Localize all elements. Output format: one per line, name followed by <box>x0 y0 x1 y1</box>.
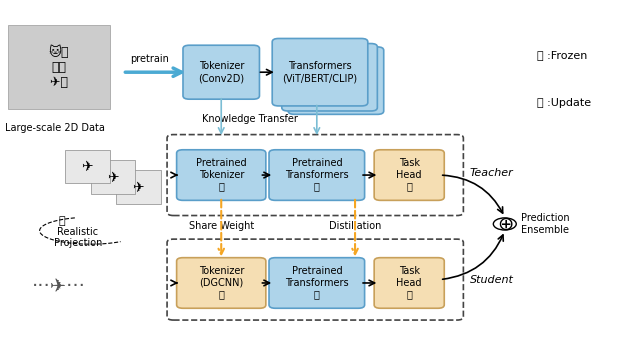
FancyBboxPatch shape <box>269 258 365 308</box>
FancyBboxPatch shape <box>282 44 378 111</box>
FancyBboxPatch shape <box>288 47 384 114</box>
Text: Pretrained
Tokenizer
🔒: Pretrained Tokenizer 🔒 <box>196 158 246 192</box>
Text: Transformers
(ViT/BERT/CLIP): Transformers (ViT/BERT/CLIP) <box>282 62 358 83</box>
Text: pretrain: pretrain <box>130 54 169 64</box>
FancyBboxPatch shape <box>91 160 135 193</box>
Text: ✈: ✈ <box>82 159 93 174</box>
Text: ✈: ✈ <box>107 170 118 184</box>
Text: $\oplus$: $\oplus$ <box>497 215 513 234</box>
FancyBboxPatch shape <box>272 38 368 106</box>
Text: Distillation: Distillation <box>329 221 381 231</box>
Text: Tokenizer
(DGCNN)
🔓: Tokenizer (DGCNN) 🔓 <box>198 266 244 300</box>
FancyBboxPatch shape <box>374 150 444 200</box>
Text: Teacher: Teacher <box>470 168 513 179</box>
FancyBboxPatch shape <box>65 150 109 184</box>
Text: Task
Head
🔓: Task Head 🔓 <box>396 158 422 192</box>
Text: Share Weight: Share Weight <box>189 221 254 231</box>
Text: ···✈···: ···✈··· <box>32 277 86 296</box>
Text: Tokenizer
(Conv2D): Tokenizer (Conv2D) <box>198 62 244 83</box>
Text: 🐱🌫
🐕🦋
✈️🏠: 🐱🌫 🐕🦋 ✈️🏠 <box>49 46 69 89</box>
Text: Task
Head
🔓: Task Head 🔓 <box>396 266 422 300</box>
Text: 📷: 📷 <box>59 216 65 225</box>
FancyBboxPatch shape <box>116 170 161 204</box>
FancyBboxPatch shape <box>177 258 266 308</box>
Text: 🔓 :Update: 🔓 :Update <box>537 98 591 107</box>
FancyBboxPatch shape <box>177 150 266 200</box>
Text: Pretrained
Transformers
🔒: Pretrained Transformers 🔒 <box>285 266 349 300</box>
FancyBboxPatch shape <box>374 258 444 308</box>
Text: Knowledge Transfer: Knowledge Transfer <box>202 115 298 124</box>
Text: Prediction
Ensemble: Prediction Ensemble <box>521 213 570 235</box>
Text: 🔒 :Frozen: 🔒 :Frozen <box>537 50 587 60</box>
Text: Student: Student <box>470 275 514 285</box>
FancyBboxPatch shape <box>183 45 259 99</box>
Text: Large-scale 2D Data: Large-scale 2D Data <box>4 123 104 133</box>
Text: Realistic
Projection: Realistic Projection <box>54 227 102 248</box>
FancyBboxPatch shape <box>8 25 109 109</box>
Text: ✈: ✈ <box>132 180 144 194</box>
Text: Pretrained
Transformers
🔒: Pretrained Transformers 🔒 <box>285 158 349 192</box>
FancyBboxPatch shape <box>269 150 365 200</box>
